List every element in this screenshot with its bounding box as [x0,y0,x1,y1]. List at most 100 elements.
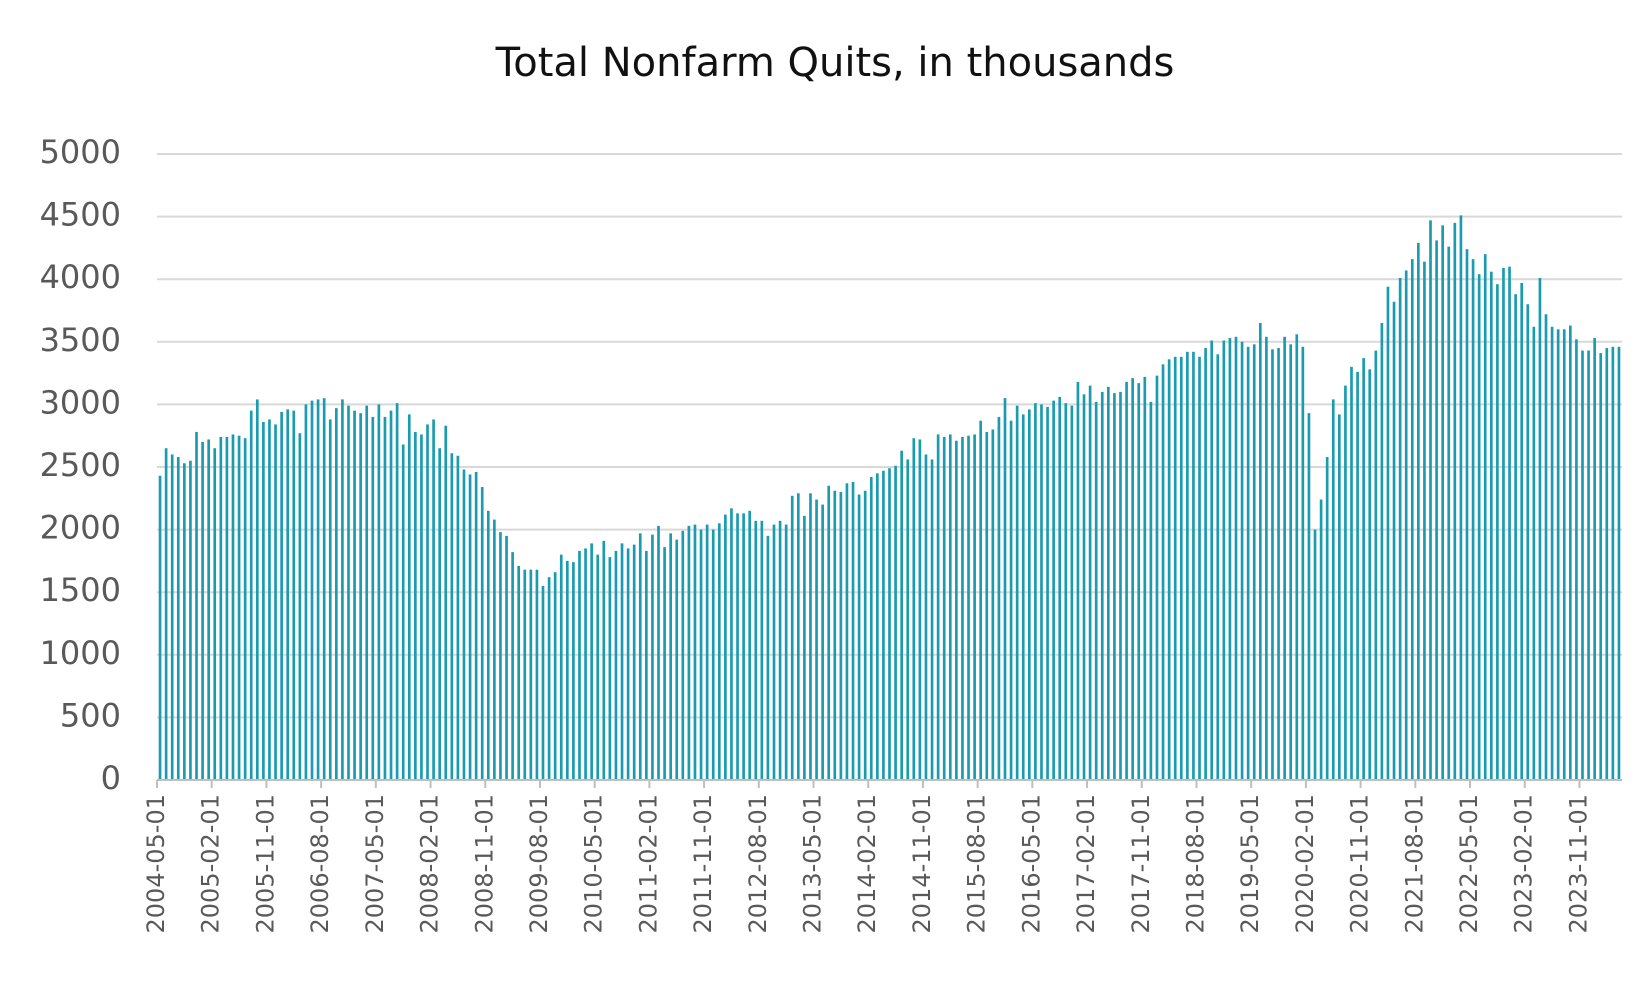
x-tick-label: 2005-02-01 [197,794,225,933]
bar [462,469,466,780]
bar [1556,329,1560,780]
bar [1119,391,1122,780]
bar [316,399,320,780]
bar [1344,385,1347,780]
x-tick-label: 2020-02-01 [1291,794,1319,933]
bar [584,548,587,780]
bar [365,405,369,780]
bar [1198,356,1201,780]
bar [961,436,964,780]
bar [736,513,739,780]
bar [748,510,752,780]
bar [790,495,794,780]
bar [839,492,843,780]
bar [1210,340,1214,780]
bar [401,444,405,780]
bar [590,543,593,780]
bar [529,569,533,780]
bar [1587,350,1590,780]
y-tick-label: 3000 [40,383,121,421]
bar [724,514,727,780]
bar [979,420,983,780]
bar [1021,414,1025,780]
bar [1131,378,1134,780]
bar [328,419,332,780]
bar [1222,340,1226,780]
bar [803,515,806,780]
bar [1228,338,1232,780]
x-tick-label: 2013-05-01 [799,794,827,933]
bar [1265,336,1268,780]
bar [663,547,666,780]
bar [456,455,460,780]
bar [262,421,265,780]
bar [268,419,271,780]
bar [1283,336,1286,780]
bar [292,410,296,780]
bar [1526,304,1530,780]
bar [1173,356,1177,780]
bar [1088,385,1092,780]
x-tick-label: 2012-08-01 [744,794,772,933]
bar [1417,242,1420,781]
bar [1113,393,1116,780]
y-tick-label: 2000 [40,509,121,547]
bar [772,524,776,780]
x-tick-label: 2014-02-01 [853,794,881,933]
x-tick-label: 2011-11-01 [689,794,717,933]
y-tick-label: 5000 [40,133,121,171]
bar [280,411,283,780]
bar [1003,398,1007,780]
bar [1143,376,1147,780]
bar [742,513,745,780]
bar [432,419,435,780]
bar [997,416,1001,780]
bar [1508,266,1511,780]
bar [334,408,338,780]
x-tick-label: 2019-05-01 [1236,794,1264,933]
bar [310,400,314,780]
bar [1380,323,1384,780]
bar [900,450,903,780]
bar [1550,326,1554,780]
bar [353,410,356,780]
bar [651,534,654,780]
bar [1082,394,1086,780]
bar [158,475,162,780]
bar [572,562,575,780]
y-tick-label: 1000 [40,634,121,672]
bar [486,510,490,780]
bar [1125,381,1128,780]
x-tick-label: 2008-11-01 [470,794,498,933]
bar [1034,403,1037,780]
y-tick-label: 1500 [40,571,121,609]
bar [796,493,800,780]
bar [869,477,873,780]
bar [827,485,831,780]
bar [730,508,733,780]
bar [1356,371,1359,780]
bar [565,560,569,780]
bar [1392,301,1396,780]
bar [1465,249,1469,781]
bar [1502,267,1505,780]
bar [1520,282,1524,780]
bar [809,493,812,780]
bar [1064,403,1068,780]
bar [1027,409,1031,780]
bar [1331,399,1335,780]
bar [888,468,891,780]
bar [274,424,277,780]
bar [1398,277,1402,780]
bar [1094,401,1098,780]
bar [1605,348,1609,780]
y-tick-label: 4000 [40,258,121,296]
bar [347,405,350,780]
bar [876,473,879,780]
bar [632,544,636,780]
bar [1410,259,1414,781]
bar [225,436,229,780]
bar [778,520,782,780]
bar [936,434,940,780]
bar [1307,413,1311,780]
